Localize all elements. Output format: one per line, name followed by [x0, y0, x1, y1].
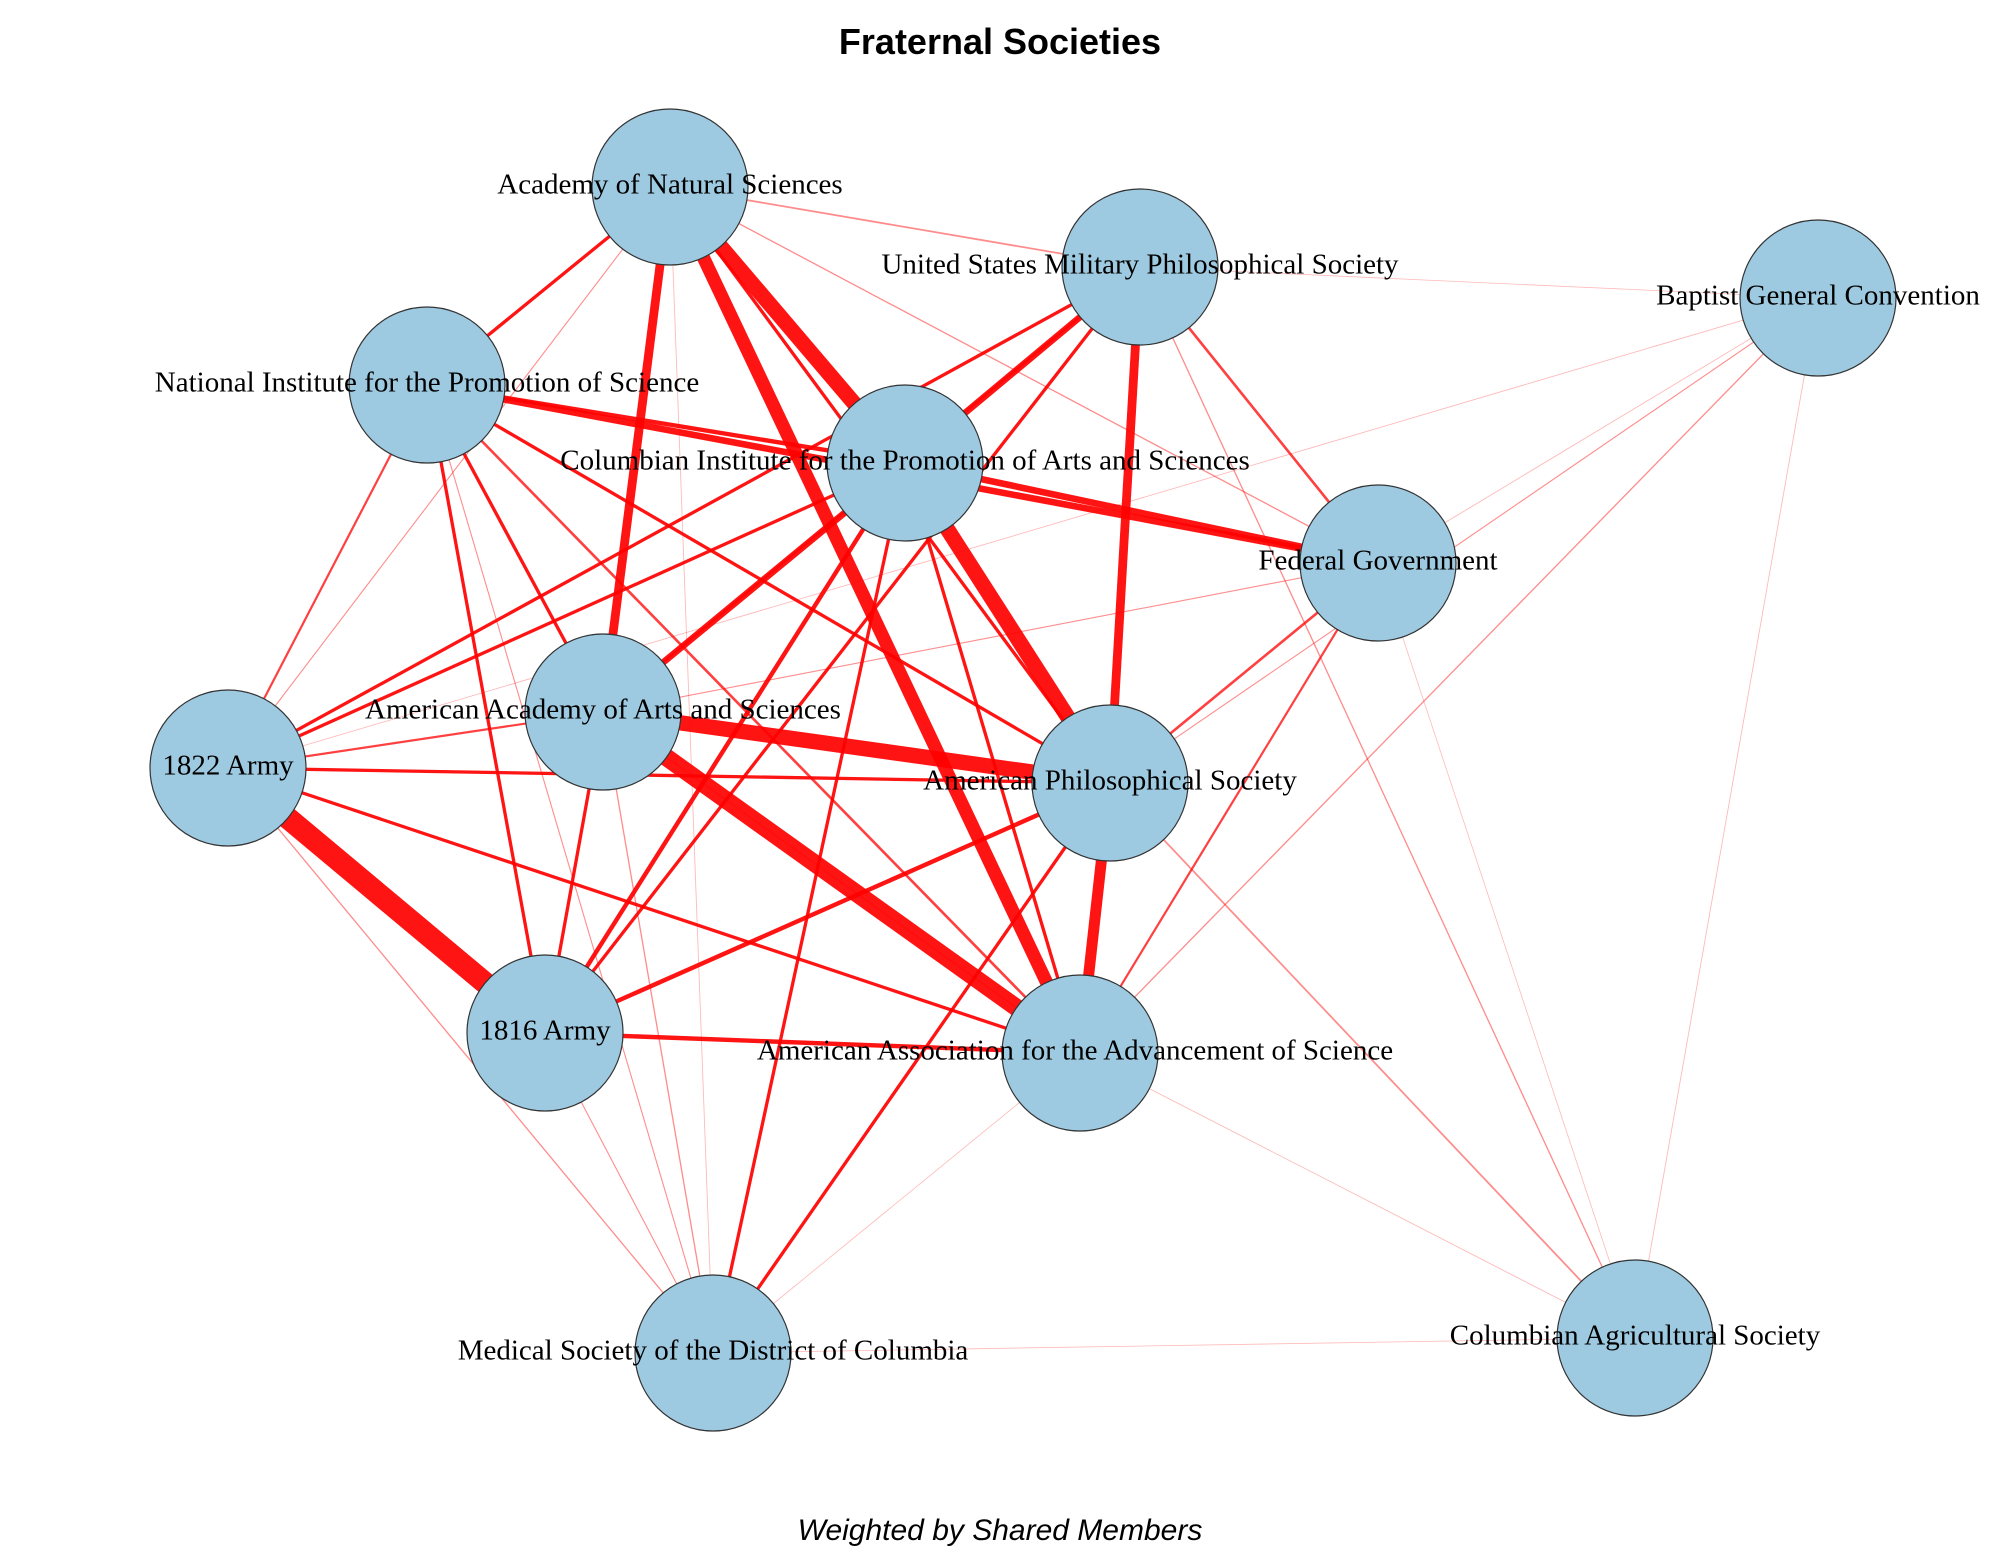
node-label-usmps: United States Military Philosophical Soc… — [881, 249, 1399, 281]
diagram-subtitle: Weighted by Shared Members — [798, 1514, 1203, 1547]
edge-nips-cipas — [426, 382, 906, 466]
edge-fg-cas — [1377, 562, 1636, 1339]
edge-cipas-aaas — [903, 462, 1082, 1054]
node-usmps[interactable] — [1061, 188, 1219, 346]
edge-cipas-army1816 — [543, 461, 907, 1035]
edge-fg-aaas_arts — [602, 562, 1379, 713]
edge-aaas_arts-aaas — [597, 704, 1086, 1061]
node-label-bgc: Baptist General Convention — [1656, 280, 1980, 312]
node-aaas[interactable] — [1001, 974, 1159, 1132]
node-label-aps: American Philosophical Society — [923, 765, 1297, 797]
node-fg[interactable] — [1299, 484, 1457, 642]
node-nips[interactable] — [348, 306, 506, 464]
node-label-nips: National Institute for the Promotion of … — [155, 367, 699, 399]
edge-usmps-army1816 — [543, 265, 1142, 1035]
edge-nips-aaas — [426, 384, 1081, 1054]
node-msdc[interactable] — [634, 1274, 792, 1432]
edge-cipas-army1822 — [227, 461, 906, 770]
edge-ans-army1822 — [227, 186, 671, 769]
edge-nips-army1816 — [425, 384, 547, 1034]
node-label-aaas: American Association for the Advancement… — [757, 1035, 1393, 1067]
edge-ans-usmps — [669, 186, 1141, 268]
edge-usmps-bgc — [1139, 266, 1819, 299]
edge-usmps-army1822 — [227, 265, 1141, 770]
edge-army1822-aps — [227, 766, 1111, 785]
edge-bgc-cas — [1634, 297, 1819, 1339]
edge-bgc-army1822 — [227, 297, 1819, 769]
edge-army1816-aps — [544, 780, 1111, 1036]
edge-bgc-aaas — [1079, 297, 1819, 1054]
edge-aaas-msdc — [712, 1052, 1081, 1354]
node-label-ans: Academy of Natural Sciences — [497, 169, 842, 201]
edge-army1816-aaas — [544, 1030, 1081, 1056]
edge-fg-aaas — [1079, 562, 1379, 1054]
edge-ans-aaas_arts — [598, 186, 675, 713]
edge-bgc-fg — [1377, 297, 1819, 564]
edge-bgc-aps — [1109, 297, 1819, 784]
node-label-aaas_arts: American Academy of Arts and Sciences — [365, 694, 841, 726]
node-aps[interactable] — [1031, 704, 1189, 862]
node-bgc[interactable] — [1739, 219, 1897, 377]
edge-ans-aaas — [664, 184, 1086, 1056]
node-label-fg: Federal Government — [1258, 545, 1497, 577]
node-cas[interactable] — [1556, 1259, 1714, 1417]
edge-aaas_arts-aps — [601, 704, 1112, 791]
edge-aaas-cas — [1079, 1052, 1636, 1339]
node-label-army1822: 1822 Army — [162, 750, 294, 782]
node-army1822[interactable] — [149, 689, 307, 847]
node-aaas_arts[interactable] — [524, 633, 682, 791]
edge-msdc-cas — [712, 1337, 1636, 1354]
node-label-msdc: Medical Society of the District of Colum… — [458, 1335, 969, 1367]
diagram-title: Fraternal Societies — [839, 21, 1161, 62]
edge-usmps-aps — [1105, 266, 1145, 784]
edge-cipas-fg — [904, 459, 1379, 567]
node-cipas[interactable] — [826, 384, 984, 542]
nodes-layer: Academy of Natural Sciences United States… — [149, 108, 1980, 1432]
node-label-cas: Columbian Agricultural Society — [1450, 1320, 1821, 1352]
edge-ans-fg — [669, 186, 1379, 564]
node-ans[interactable] — [591, 108, 749, 266]
edge-cipas-msdc — [711, 462, 907, 1354]
edge-aaas_arts-aaas — [602, 711, 1081, 1054]
edge-army1822-msdc — [227, 767, 714, 1354]
edge-army1822-aaas — [227, 766, 1081, 1055]
node-army1816[interactable] — [466, 954, 624, 1112]
edge-usmps-cas — [1139, 266, 1636, 1339]
edge-aps-cas — [1109, 782, 1636, 1339]
edge-nips-msdc — [426, 384, 714, 1354]
node-label-cipas: Columbian Institute for the Promotion of… — [560, 445, 1249, 477]
node-label-army1816: 1816 Army — [479, 1015, 611, 1047]
edge-nips-aps — [426, 383, 1111, 785]
edge-aaas_arts-msdc — [602, 711, 714, 1354]
edge-ans-msdc — [669, 186, 714, 1354]
edge-aps-msdc — [711, 782, 1112, 1354]
